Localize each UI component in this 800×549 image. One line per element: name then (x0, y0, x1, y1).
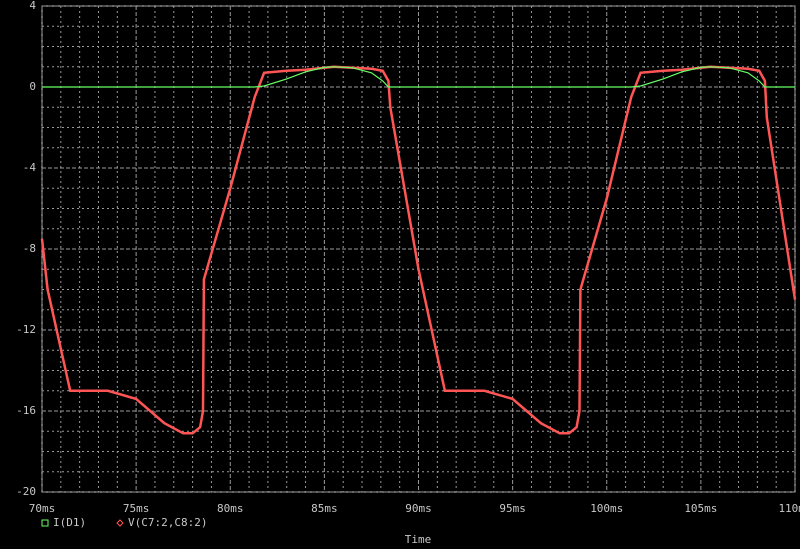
x-tick-label: 100ms (590, 502, 623, 515)
y-tick-label: -20 (16, 485, 36, 498)
series-line (40, 65, 797, 435)
legend-label: I(D1) (53, 516, 86, 529)
x-tick-label: 85ms (311, 502, 338, 515)
x-tick-label: 70ms (29, 502, 56, 515)
x-tick-label: 75ms (123, 502, 150, 515)
x-tick-label: 110ms (778, 502, 800, 515)
x-tick-label: 80ms (217, 502, 244, 515)
y-tick-label: -12 (16, 323, 36, 336)
y-tick-label: -16 (16, 404, 36, 417)
x-tick-label: 105ms (684, 502, 717, 515)
legend-marker (41, 519, 49, 527)
y-tick-label: 4 (29, 0, 36, 12)
y-tick-label: -4 (23, 161, 37, 174)
x-axis-label: Time (405, 533, 432, 546)
y-tick-label: -8 (23, 242, 36, 255)
x-tick-label: 90ms (405, 502, 432, 515)
x-tick-label: 95ms (499, 502, 526, 515)
legend-label: V(C7:2,C8:2) (128, 516, 207, 529)
y-tick-label: 0 (29, 80, 36, 93)
series-line (42, 66, 795, 88)
legend-marker (116, 519, 124, 527)
